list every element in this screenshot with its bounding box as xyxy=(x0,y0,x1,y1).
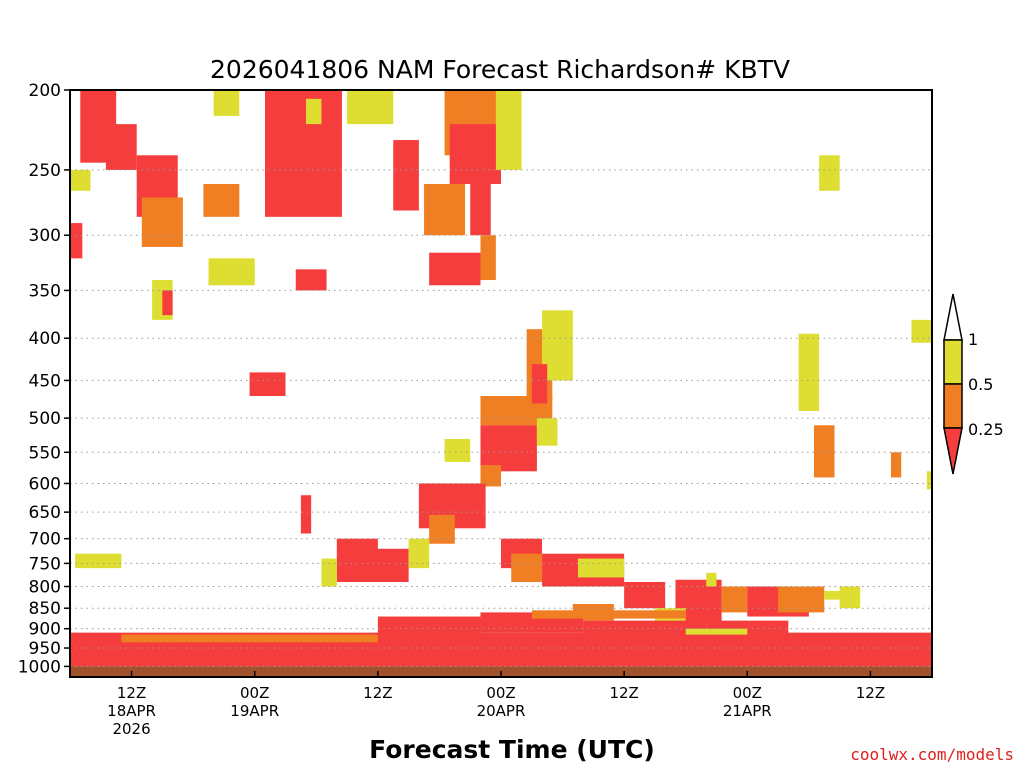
ri-region-18 xyxy=(495,90,522,170)
colorbar-label-1: 0.5 xyxy=(968,375,993,394)
ri-region-47 xyxy=(706,572,717,587)
ri-region-28 xyxy=(531,364,548,404)
ri-region-20 xyxy=(429,252,481,286)
ri-region-61 xyxy=(685,628,748,635)
ri-region-50 xyxy=(778,586,825,613)
y-tick-label-550: 550 xyxy=(29,443,61,463)
ri-region-42 xyxy=(511,553,543,582)
x-axis-label: Forecast Time (UTC) xyxy=(369,735,655,764)
colorbar-label-2: 0.25 xyxy=(968,420,1004,439)
ri-region-19 xyxy=(470,183,491,236)
ri-region-24 xyxy=(249,372,286,397)
ri-region-56 xyxy=(377,616,481,639)
y-tick-label-250: 250 xyxy=(29,161,61,181)
ri-region-64 xyxy=(798,333,820,411)
ri-region-66 xyxy=(819,155,840,191)
ri-region-34 xyxy=(429,514,455,544)
x-tick-label-5-1: 21APR xyxy=(723,702,772,720)
plot-area xyxy=(70,90,932,677)
x-tick-label-4-0: 12Z xyxy=(609,684,638,702)
colorbar: 1 0.5 0.25 xyxy=(943,293,1004,475)
x-tick-label-5-0: 00Z xyxy=(733,684,762,702)
y-tick-label-400: 400 xyxy=(29,329,61,349)
chart-title: 2026041806 NAM Forecast Richardson# KBTV xyxy=(210,55,790,84)
x-tick-label-3-0: 00Z xyxy=(486,684,515,702)
ri-region-1 xyxy=(105,124,137,170)
ri-region-51 xyxy=(824,590,856,600)
colorbar-yellow xyxy=(943,339,963,385)
x-tick-label-0-1: 18APR xyxy=(107,702,156,720)
x-tick-label-1-1: 19APR xyxy=(230,702,279,720)
ri-region-69 xyxy=(926,471,932,490)
ri-region-12 xyxy=(347,90,394,125)
y-tick-label-850: 850 xyxy=(29,599,61,619)
ri-region-65 xyxy=(813,425,835,478)
ri-region-38 xyxy=(300,495,312,534)
ri-region-17 xyxy=(470,90,496,116)
ri-region-63 xyxy=(839,586,861,609)
x-tick-label-2-0: 12Z xyxy=(363,684,392,702)
colorbar-orange xyxy=(943,383,963,429)
ri-region-23 xyxy=(162,290,173,316)
ri-region-8 xyxy=(208,258,255,286)
ri-region-10 xyxy=(306,98,322,125)
y-tick-label-950: 950 xyxy=(29,639,61,659)
x-tick-label-1-0: 00Z xyxy=(240,684,269,702)
ri-region-14 xyxy=(424,183,466,236)
ri-region-60 xyxy=(531,610,686,619)
ri-region-44 xyxy=(577,558,625,578)
ri-region-67 xyxy=(911,319,932,343)
ri-region-55 xyxy=(121,634,378,643)
ri-region-21 xyxy=(480,235,496,281)
ri-region-16 xyxy=(449,124,501,184)
x-tick-label-0-0: 12Z xyxy=(117,684,146,702)
ri-region-31 xyxy=(480,465,501,487)
ri-region-11 xyxy=(295,269,327,291)
ri-region-68 xyxy=(890,452,902,478)
y-tick-label-300: 300 xyxy=(29,226,61,246)
x-tick-label-6-0: 12Z xyxy=(856,684,885,702)
y-tick-label-800: 800 xyxy=(29,577,61,597)
y-tick-label-1000: 1000 xyxy=(18,657,61,677)
credit-text: coolwx.com/models xyxy=(850,745,1014,764)
ri-region-29 xyxy=(480,425,537,472)
ri-region-4 xyxy=(141,197,183,247)
y-tick-label-200: 200 xyxy=(29,81,61,101)
y-tick-label-650: 650 xyxy=(29,503,61,523)
y-tick-label-600: 600 xyxy=(29,474,61,494)
ri-region-39 xyxy=(321,558,337,587)
ri-region-37 xyxy=(408,538,430,569)
y-tick-label-900: 900 xyxy=(29,620,61,640)
ri-region-32 xyxy=(444,439,471,462)
ri-region-9 xyxy=(264,90,342,217)
colorbar-label-0: 1 xyxy=(968,330,978,349)
ri-region-3 xyxy=(70,223,83,259)
colorbar-bottom-triangle xyxy=(943,427,963,475)
x-tick-label-3-1: 20APR xyxy=(477,702,526,720)
x-tick-label-0-2: 2026 xyxy=(112,720,150,738)
y-tick-label-450: 450 xyxy=(29,371,61,391)
y-tick-label-700: 700 xyxy=(29,530,61,550)
ri-region-58 xyxy=(583,620,707,639)
ri-region-7 xyxy=(203,183,240,217)
y-tick-label-350: 350 xyxy=(29,281,61,301)
ri-region-40 xyxy=(75,553,122,569)
ri-region-62 xyxy=(70,661,932,667)
ri-region-45 xyxy=(624,581,666,609)
ri-region-36 xyxy=(367,548,409,582)
ri-region-13 xyxy=(393,140,419,211)
ri-region-6 xyxy=(213,90,240,116)
y-tick-label-750: 750 xyxy=(29,554,61,574)
colorbar-top-triangle xyxy=(943,293,963,341)
ri-region-5 xyxy=(70,169,91,191)
y-tick-label-500: 500 xyxy=(29,409,61,429)
ri-region-30 xyxy=(536,418,558,446)
